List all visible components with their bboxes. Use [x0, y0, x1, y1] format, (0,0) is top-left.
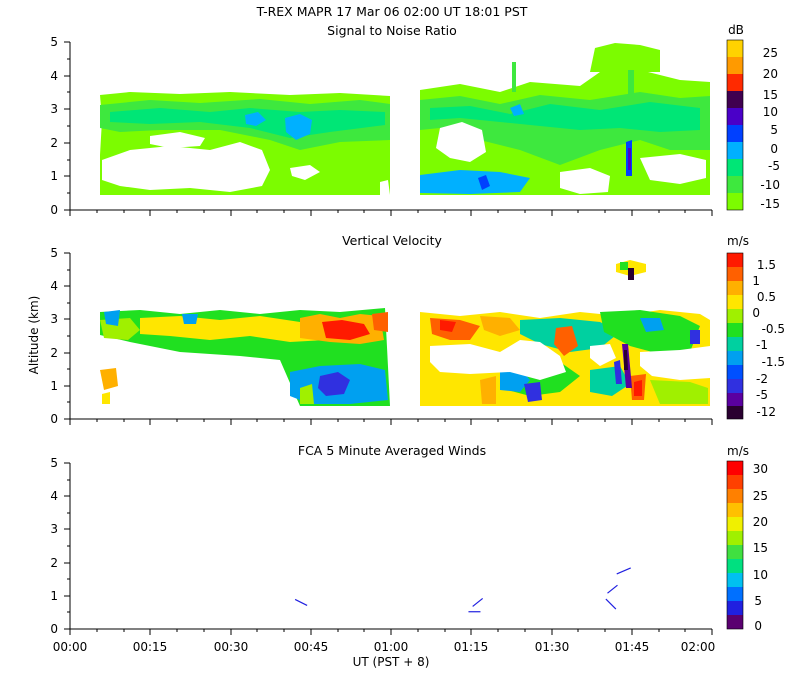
x-axis-label: UT (PST + 8)	[353, 655, 430, 669]
x-tick-label: 01:45	[615, 640, 650, 654]
wind-cbar-label: 0	[754, 619, 762, 633]
vvel-colorbar-labels: 1.5 1 0.5 0 -0.5 -1 -1.5 -2 -5 -12	[752, 258, 785, 419]
snr-ytick-label: 0	[50, 203, 58, 217]
wind-cbar-label: 30	[753, 462, 768, 476]
snr-y-ticks	[64, 41, 70, 211]
wind-ytick-label: 0	[50, 622, 58, 636]
wind-ytick-label: 1	[50, 589, 58, 603]
snr-cbar-label: 10	[763, 105, 778, 119]
wind-colorbar-labels: 30 25 20 15 10 5 0	[753, 462, 768, 633]
vvel-x-ticks	[69, 419, 713, 425]
snr-ytick-label: 5	[50, 35, 58, 49]
vvel-colorbar	[726, 252, 744, 420]
snr-cbar-label: 20	[763, 67, 778, 81]
snr-cbar-label: 25	[763, 46, 778, 60]
vvel-ylabel: Altitude (km)	[27, 296, 41, 375]
snr-ytick-label: 3	[50, 102, 58, 116]
wind-ytick-label: 2	[50, 556, 58, 570]
vvel-cbar-label: -0.5	[762, 322, 785, 336]
wind-cbar-label: 25	[753, 489, 768, 503]
snr-cbar-label: 5	[770, 123, 778, 137]
vvel-cbar-label: 1	[752, 274, 760, 288]
vvel-heatmap	[100, 260, 710, 406]
vvel-ytick-label: 1	[50, 379, 58, 393]
vvel-cbar-label: 0	[752, 306, 760, 320]
vvel-y-tick-labels: 0 1 2 3 4 5	[50, 246, 58, 426]
wind-points	[294, 567, 631, 613]
wind-cbar-label: 5	[754, 594, 762, 608]
wind-barb	[605, 598, 617, 610]
vvel-cbar-label: 1.5	[757, 258, 776, 272]
snr-cbar-label: 0	[770, 142, 778, 156]
snr-cbar-label: -5	[768, 159, 780, 173]
wind-barb	[294, 598, 308, 606]
vvel-ytick-label: 4	[50, 279, 58, 293]
figure-title: T-REX MAPR 17 Mar 06 02:00 UT 18:01 PST	[256, 4, 528, 19]
wind-units: m/s	[727, 444, 749, 458]
snr-heatmap	[100, 43, 710, 195]
vvel-cbar-label: -1	[756, 338, 768, 352]
wind-cbar-label: 15	[753, 541, 768, 555]
snr-ytick-label: 4	[50, 69, 58, 83]
vvel-ytick-label: 5	[50, 246, 58, 260]
snr-y-tick-labels: 0 1 2 3 4 5	[50, 35, 58, 217]
vvel-panel: Vertical Velocity Altitude (km)	[27, 233, 785, 426]
vvel-ytick-label: 3	[50, 312, 58, 326]
wind-ytick-label: 3	[50, 522, 58, 536]
wind-x-tick-labels: 00:00 00:15 00:30 00:45 01:00 01:15 01:3…	[53, 640, 716, 654]
vvel-ytick-label: 2	[50, 346, 58, 360]
vvel-ytick-label: 0	[50, 412, 58, 426]
snr-title: Signal to Noise Ratio	[327, 23, 457, 38]
vvel-cbar-label: 0.5	[757, 290, 776, 304]
wind-barb	[616, 567, 631, 575]
vvel-y-ticks	[64, 252, 70, 420]
snr-ytick-label: 1	[50, 169, 58, 183]
x-tick-label: 00:00	[53, 640, 88, 654]
vvel-title: Vertical Velocity	[342, 233, 442, 248]
snr-x-ticks	[69, 210, 713, 216]
wind-title: FCA 5 Minute Averaged Winds	[298, 443, 486, 458]
wind-panel: FCA 5 Minute Averaged Winds 0 1 2 3 4 5	[50, 443, 768, 669]
wind-colorbar	[726, 460, 744, 630]
x-tick-label: 00:45	[294, 640, 329, 654]
x-tick-label: 01:15	[454, 640, 489, 654]
x-tick-label: 01:30	[535, 640, 570, 654]
snr-cbar-label: 15	[763, 88, 778, 102]
snr-ytick-label: 2	[50, 136, 58, 150]
vvel-cbar-label: -2	[756, 372, 768, 386]
wind-cbar-label: 10	[753, 568, 768, 582]
x-tick-label: 00:30	[214, 640, 249, 654]
snr-cbar-label: -10	[760, 178, 780, 192]
wind-ytick-label: 4	[50, 489, 58, 503]
vvel-cbar-label: -12	[756, 405, 776, 419]
wind-barb	[472, 597, 484, 607]
x-tick-label: 02:00	[681, 640, 716, 654]
snr-cbar-label: -15	[760, 197, 780, 211]
wind-y-ticks	[64, 462, 70, 630]
vvel-cbar-label: -1.5	[762, 355, 785, 369]
x-tick-label: 01:00	[374, 640, 409, 654]
wind-cbar-label: 20	[753, 515, 768, 529]
snr-panel: Signal to Noise Ratio	[50, 23, 780, 217]
snr-colorbar	[726, 39, 744, 211]
snr-colorbar-labels: 25 20 15 10 5 0 -5 -10 -15	[760, 46, 780, 211]
vvel-units: m/s	[727, 234, 749, 248]
wind-barb	[607, 584, 618, 594]
x-tick-label: 00:15	[133, 640, 168, 654]
wind-ytick-label: 5	[50, 456, 58, 470]
wind-y-tick-labels: 0 1 2 3 4 5	[50, 456, 58, 636]
wind-x-ticks	[69, 629, 713, 635]
snr-units: dB	[728, 23, 744, 37]
vvel-cbar-label: -5	[756, 388, 768, 402]
